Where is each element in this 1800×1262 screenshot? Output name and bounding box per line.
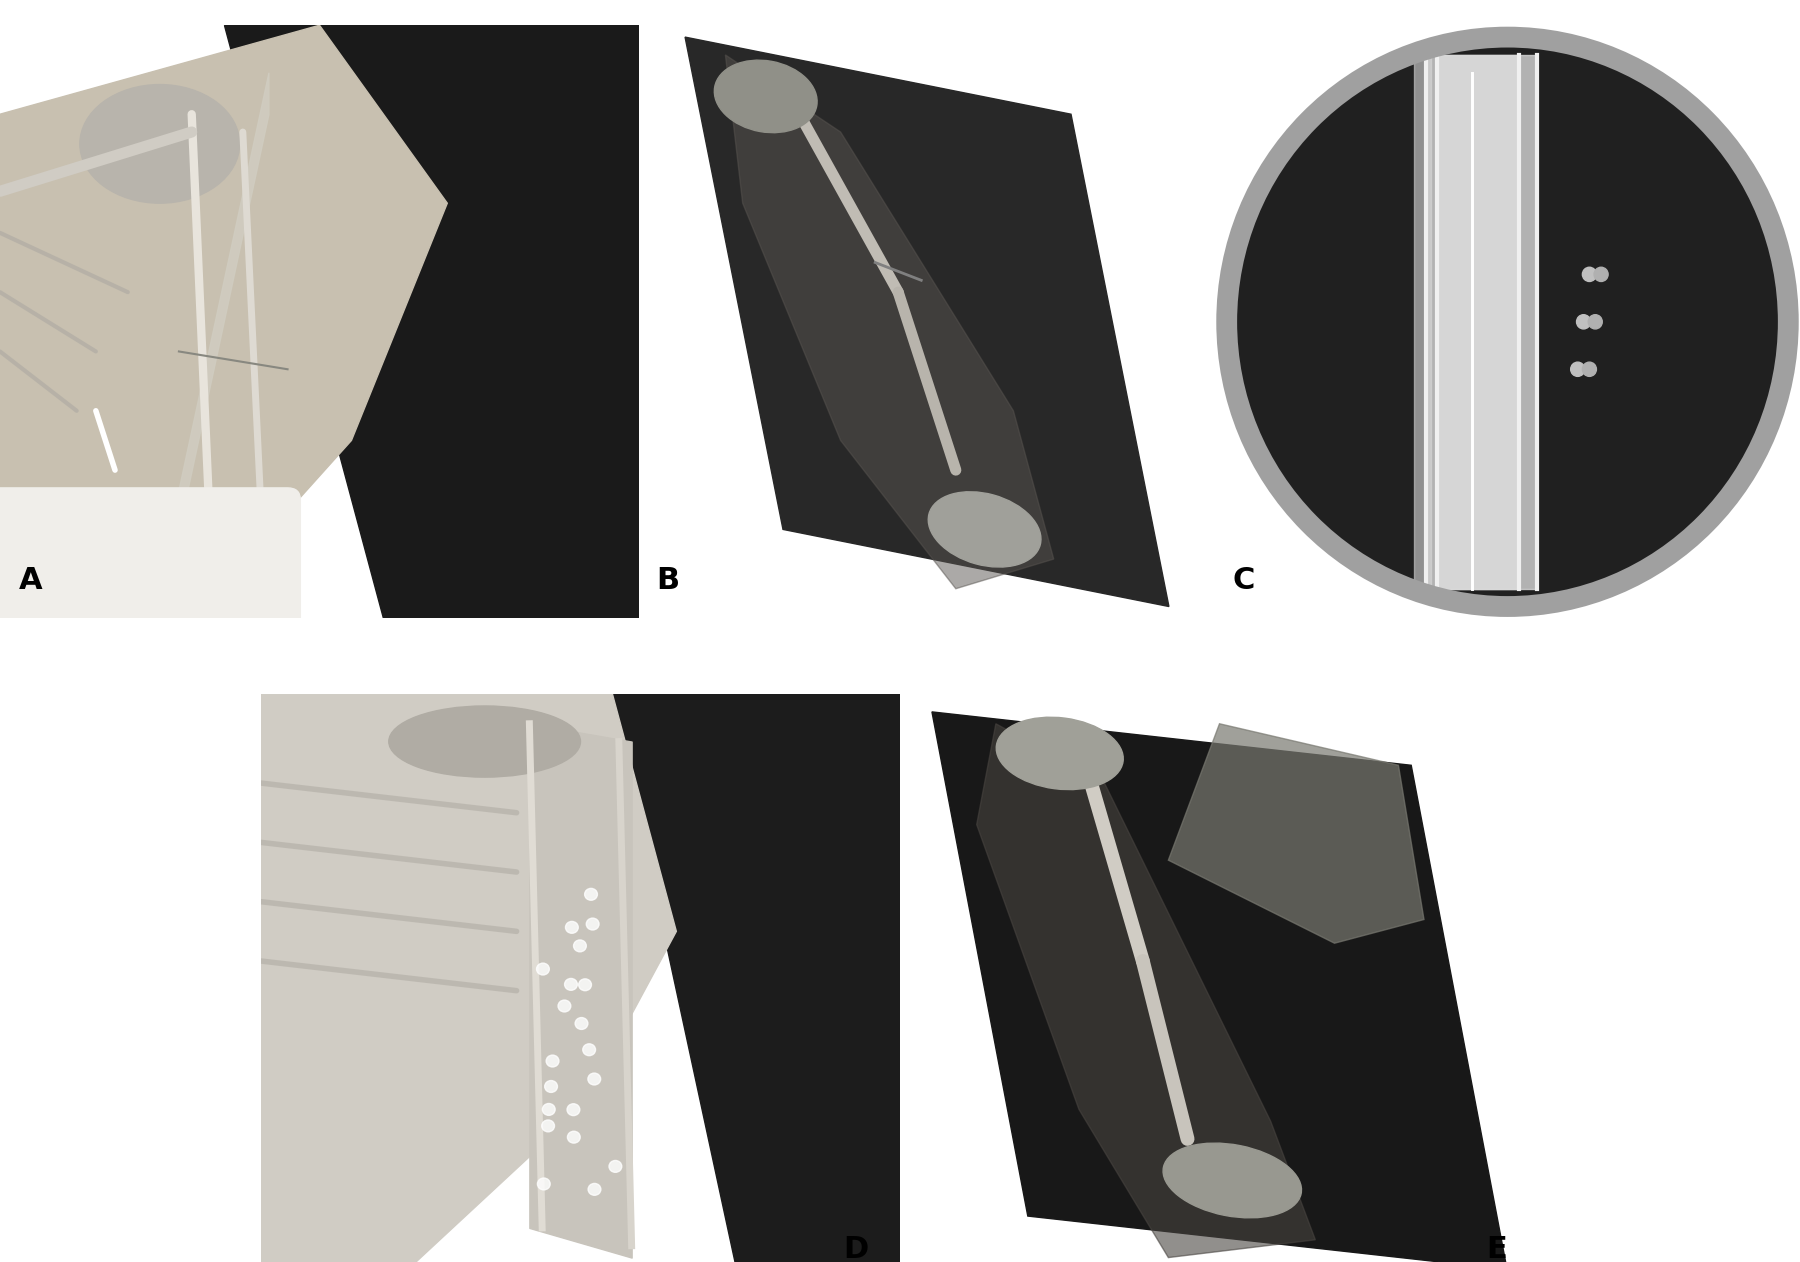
Circle shape [578,979,592,991]
Ellipse shape [929,492,1040,567]
Circle shape [1588,314,1602,329]
Circle shape [545,1080,558,1093]
Circle shape [565,978,578,991]
Polygon shape [686,37,1168,607]
Circle shape [583,1044,596,1056]
Circle shape [538,1177,551,1190]
Circle shape [1582,362,1597,376]
Polygon shape [223,25,639,618]
Circle shape [567,1131,580,1143]
Text: A: A [20,565,43,594]
Circle shape [565,921,578,934]
Circle shape [1226,37,1787,607]
Circle shape [1577,314,1591,329]
Ellipse shape [715,61,817,133]
Polygon shape [0,25,446,618]
Circle shape [542,1119,554,1132]
Circle shape [608,1161,621,1172]
Polygon shape [725,54,1053,588]
Circle shape [1226,37,1787,607]
Circle shape [558,1000,571,1012]
Text: E: E [1487,1234,1507,1262]
Polygon shape [612,694,900,1262]
Ellipse shape [79,85,239,203]
Circle shape [585,888,598,900]
Ellipse shape [389,705,580,777]
Circle shape [1233,43,1782,601]
Ellipse shape [1163,1143,1301,1218]
Circle shape [576,1017,589,1030]
Polygon shape [932,712,1507,1262]
Circle shape [536,963,549,976]
Circle shape [589,1073,601,1085]
Circle shape [574,940,587,952]
Circle shape [587,919,599,930]
Circle shape [1571,362,1584,376]
Ellipse shape [995,717,1123,790]
Circle shape [542,1103,554,1116]
Text: B: B [657,565,679,594]
Text: C: C [1233,565,1255,594]
Polygon shape [977,724,1316,1257]
Circle shape [589,1184,601,1195]
Circle shape [567,1104,580,1116]
FancyBboxPatch shape [0,488,301,630]
Circle shape [1582,268,1597,281]
Circle shape [1595,268,1607,281]
Circle shape [545,1055,560,1066]
Polygon shape [261,694,677,1262]
Text: D: D [842,1234,868,1262]
Polygon shape [1168,724,1424,943]
